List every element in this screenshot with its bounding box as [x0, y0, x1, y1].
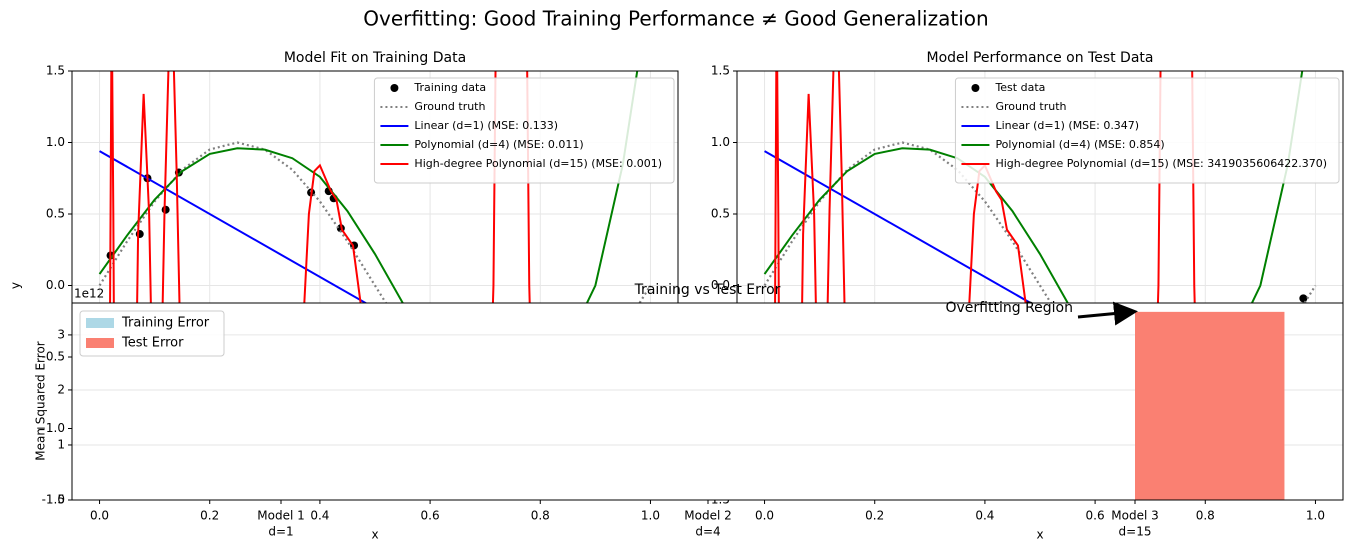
- data-point: [1299, 294, 1308, 303]
- y-tick-label: 0.0: [46, 278, 65, 292]
- y-tick-label: -0.5: [42, 350, 65, 364]
- x-axis-label: x: [1036, 528, 1043, 542]
- annotation: Overfitting Region: [946, 300, 1074, 316]
- x-tick-label: d=4: [695, 525, 720, 539]
- y-tick-label: 0: [57, 493, 65, 507]
- legend: Training data Ground truth Linear (d=1) (M…: [373, 77, 675, 184]
- legend-label: High-degree Polynomial (d=15) (MSE: 0.00…: [414, 157, 662, 170]
- x-tick-label: 0.8: [531, 509, 550, 523]
- y-tick-label: 1: [57, 437, 65, 451]
- x-tick-label: 0.4: [310, 509, 329, 523]
- y-tick-label: 0.5: [711, 207, 730, 221]
- x-tick-label: 0.8: [1196, 509, 1215, 523]
- y-tick-label: 1.0: [46, 135, 65, 149]
- y-tick-label: 2: [57, 382, 65, 396]
- y-axis-label: Mean Squared Error: [34, 341, 48, 461]
- legend-label: Polynomial (d=4) (MSE: 0.854): [995, 138, 1164, 151]
- legend-label: Test data: [994, 81, 1045, 94]
- x-tick-label: 0.2: [200, 509, 219, 523]
- plot-area: [72, 303, 1343, 500]
- bar: [1135, 311, 1285, 500]
- data-point: [135, 230, 144, 239]
- x-tick-label: d=1: [268, 525, 293, 539]
- y-tick-label: -1.5: [42, 493, 65, 507]
- legend-label: Ground truth: [995, 100, 1066, 113]
- legend-box: [954, 77, 1340, 184]
- y-tick-label: 1.0: [711, 135, 730, 149]
- x-tick-label: 0.0: [90, 509, 109, 523]
- x-tick-label: Model 2: [684, 509, 731, 523]
- chart-title: Training vs Test Error: [634, 282, 781, 298]
- legend-label: Test Error: [121, 336, 184, 351]
- legend: Training Error Test Error: [79, 310, 225, 357]
- legend-label: Polynomial (d=4) (MSE: 0.011): [414, 138, 583, 151]
- x-axis-label: x: [371, 528, 378, 542]
- y-axis-label: y: [9, 282, 23, 289]
- y-tick-label: 0.0: [711, 278, 730, 292]
- y-tick-label: −1.0: [36, 421, 65, 435]
- legend-marker: [971, 84, 980, 92]
- chart-title: Model Fit on Training Data: [284, 50, 466, 66]
- offset-label: 1e12: [74, 287, 104, 301]
- legend-marker: [86, 338, 114, 348]
- y-tick-label: 1.5: [711, 64, 730, 78]
- x-tick-label: 1.0: [641, 509, 660, 523]
- x-tick-label: Model 3: [1111, 509, 1158, 523]
- legend-marker: [390, 84, 399, 92]
- x-tick-label: 0.4: [975, 509, 994, 523]
- legend-marker: [86, 318, 114, 328]
- legend-label: Linear (d=1) (MSE: 0.347): [995, 119, 1139, 132]
- legend-label: Linear (d=1) (MSE: 0.133): [414, 119, 558, 132]
- legend-label: Training Error: [121, 316, 210, 331]
- bar-chart: 0 1 2 3 1e12 Model 1 d=1 Model 2 d=4 Model 3 d=15 T…: [34, 282, 1344, 539]
- legend-box: [79, 310, 225, 357]
- x-tick-label: 0.6: [1086, 509, 1105, 523]
- legend-label: Ground truth: [414, 100, 485, 113]
- y-tick-label: 1.5: [46, 64, 65, 78]
- axes-frame: [71, 302, 1344, 501]
- x-tick-label: 0.0: [755, 509, 774, 523]
- x-tick-label: 0.2: [865, 509, 884, 523]
- y-tick-label: 0.5: [46, 207, 65, 221]
- data-point: [161, 205, 170, 214]
- annotation-arrow: [1077, 301, 1138, 326]
- x-tick-label: Model 1: [257, 509, 304, 523]
- legend-box: [373, 77, 675, 184]
- x-tick-label: 0.6: [421, 509, 440, 523]
- x-tick-label: 1.0: [1306, 509, 1325, 523]
- legend: Test data Ground truth Linear (d=1) (MSE: …: [954, 77, 1340, 184]
- legend-label: High-degree Polynomial (d=15) (MSE: 3419…: [995, 157, 1327, 170]
- figure-title: Overfitting: Good Training Performance ≠…: [363, 7, 988, 31]
- chart-title: Model Performance on Test Data: [927, 50, 1154, 66]
- y-tick-label: 3: [57, 327, 65, 341]
- x-tick-label: d=15: [1119, 525, 1152, 539]
- legend-label: Training data: [413, 81, 486, 94]
